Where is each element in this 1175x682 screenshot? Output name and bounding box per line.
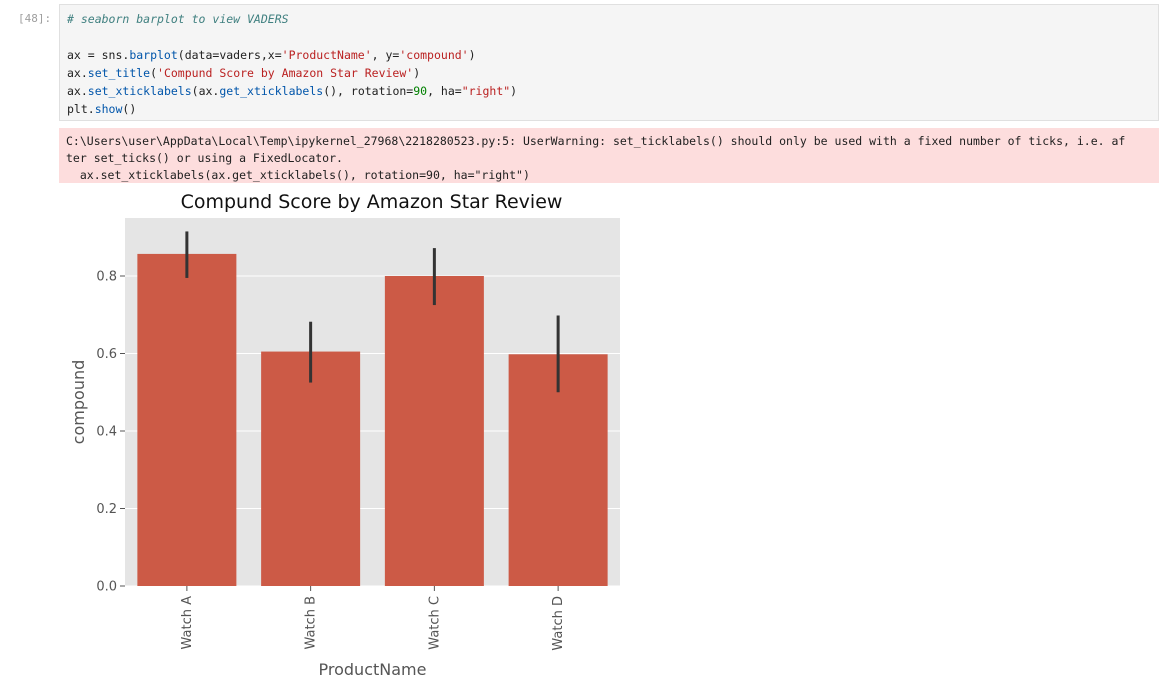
code-token: "right" (461, 84, 511, 98)
code-token: ) (510, 84, 518, 98)
code-token: ax. (67, 66, 88, 80)
code-token: () (122, 102, 137, 116)
x-tick-label: Watch B (304, 596, 319, 650)
code-token: 'ProductName' (281, 48, 372, 62)
code-cell[interactable]: # seaborn barplot to view VADERS ax = sn… (59, 4, 1159, 121)
code-comment-line: # seaborn barplot to view VADERS (67, 10, 289, 28)
x-axis-ticks: Watch A Watch B Watch C Watch D (180, 586, 566, 651)
y-axis-ticks: 0.0 0.2 0.4 0.6 0.8 (96, 270, 125, 595)
code-line-3: ax.set_xticklabels(ax.get_xticklabels(),… (67, 82, 517, 100)
code-token: get_xticklabels (219, 84, 324, 98)
code-token: 'Compund Score by Amazon Star Review' (157, 66, 414, 80)
x-tick-label: Watch A (180, 596, 195, 650)
y-tick-label: 0.0 (96, 580, 117, 595)
code-token: (ax. (191, 84, 220, 98)
code-token: barplot (129, 48, 178, 62)
y-axis-label: compound (69, 360, 88, 445)
chart-title: Compund Score by Amazon Star Review (181, 191, 563, 213)
code-token: ax = sns. (67, 48, 130, 62)
bars (137, 253, 608, 586)
code-line-2: ax.set_title('Compund Score by Amazon St… (67, 64, 420, 82)
code-token: 90 (413, 84, 428, 98)
code-line-4: plt.show() (67, 100, 136, 118)
code-token: 'compound' (399, 48, 469, 62)
code-line-1: ax = sns.barplot(data=vaders,x='ProductN… (67, 46, 476, 64)
y-tick-label: 0.2 (96, 502, 117, 517)
code-token: (data=vaders,x= (177, 48, 282, 62)
x-tick-label: Watch C (427, 596, 442, 650)
code-token: set_title (87, 66, 151, 80)
x-axis-label: ProductName (319, 660, 427, 679)
bar (261, 351, 361, 586)
bar-chart: Compund Score by Amazon Star Review 0.00… (69, 191, 620, 679)
code-comment: # seaborn barplot to view VADERS (67, 12, 289, 26)
warning-line-1: C:\Users\user\AppData\Local\Temp\ipykern… (66, 134, 1126, 148)
code-token: plt. (67, 102, 95, 116)
bar (508, 354, 608, 586)
code-token: set_xticklabels (87, 84, 192, 98)
code-token: show (94, 102, 123, 116)
bar (384, 276, 484, 586)
warning-line-3: ax.set_xticklabels(ax.get_xticklabels(),… (66, 168, 530, 182)
warning-line-2: ter set_ticks() or using a FixedLocator. (66, 151, 343, 165)
error-bars (185, 231, 560, 393)
code-token: ( (150, 66, 158, 80)
y-tick-label: 0.6 (96, 347, 117, 362)
code-token: (), rotation= (323, 84, 414, 98)
cell-prompt: [48]: (18, 12, 52, 25)
y-tick-label: 0.8 (96, 270, 117, 285)
bar (137, 253, 237, 586)
warning-output: C:\Users\user\AppData\Local\Temp\ipykern… (59, 128, 1159, 183)
x-tick-label: Watch D (551, 596, 566, 651)
code-token: ) (468, 48, 476, 62)
code-token: , y= (371, 48, 400, 62)
code-token: ax. (67, 84, 88, 98)
code-token: , ha= (427, 84, 462, 98)
code-token: ) (413, 66, 421, 80)
y-tick-label: 0.4 (96, 425, 117, 440)
